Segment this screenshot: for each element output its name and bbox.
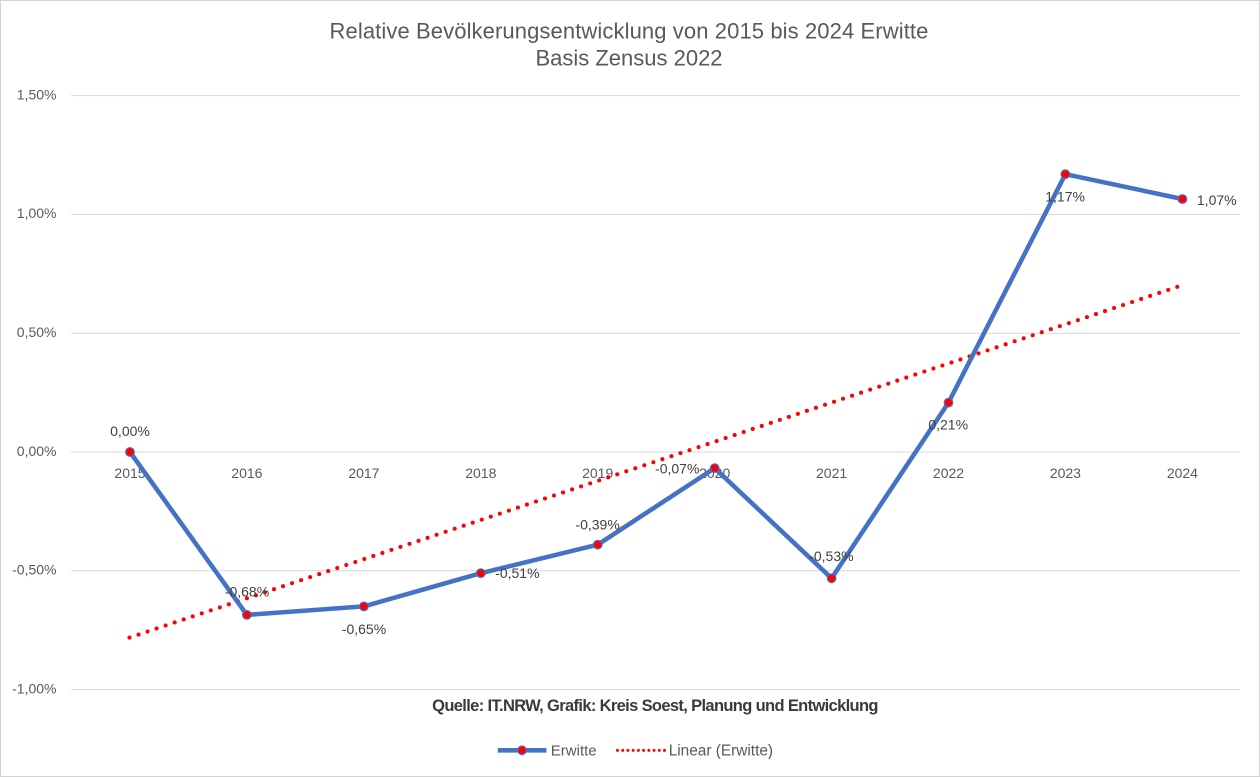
svg-text:2016: 2016 [231,465,262,481]
svg-text:Quelle: IT.NRW, Grafik: Kreis: Quelle: IT.NRW, Grafik: Kreis Soest, Pla… [432,697,878,715]
svg-text:0,50%: 0,50% [17,324,57,340]
svg-text:2023: 2023 [1050,465,1081,481]
svg-text:-0,51%: -0,51% [495,565,539,581]
svg-text:Basis Zensus 2022: Basis Zensus 2022 [535,46,722,71]
svg-text:-0,39%: -0,39% [575,516,619,532]
svg-text:Erwitte: Erwitte [551,742,597,759]
svg-text:1,50%: 1,50% [17,86,57,102]
svg-text:-0,07%: -0,07% [655,460,699,476]
svg-text:1,17%: 1,17% [1045,189,1085,205]
svg-text:-0,50%: -0,50% [12,562,56,578]
svg-text:-0,53%: -0,53% [809,548,853,564]
svg-text:-1,00%: -1,00% [12,680,56,696]
svg-text:2022: 2022 [933,465,964,481]
svg-text:1,07%: 1,07% [1197,192,1237,208]
svg-text:-0,68%: -0,68% [225,584,269,600]
svg-text:2024: 2024 [1167,465,1198,481]
svg-text:Linear (Erwitte): Linear (Erwitte) [669,742,773,759]
svg-text:0,21%: 0,21% [928,416,968,432]
svg-text:0,00%: 0,00% [17,443,57,459]
svg-text:2021: 2021 [816,465,847,481]
svg-text:Relative Bevölkerungsentwicklu: Relative Bevölkerungsentwicklung von 201… [330,19,929,44]
svg-text:0,00%: 0,00% [110,423,150,439]
svg-text:2017: 2017 [348,465,379,481]
svg-text:1,00%: 1,00% [17,205,57,221]
svg-text:2019: 2019 [582,465,613,481]
svg-text:2018: 2018 [465,465,496,481]
svg-text:-0,65%: -0,65% [342,621,386,637]
svg-text:2015: 2015 [114,465,145,481]
